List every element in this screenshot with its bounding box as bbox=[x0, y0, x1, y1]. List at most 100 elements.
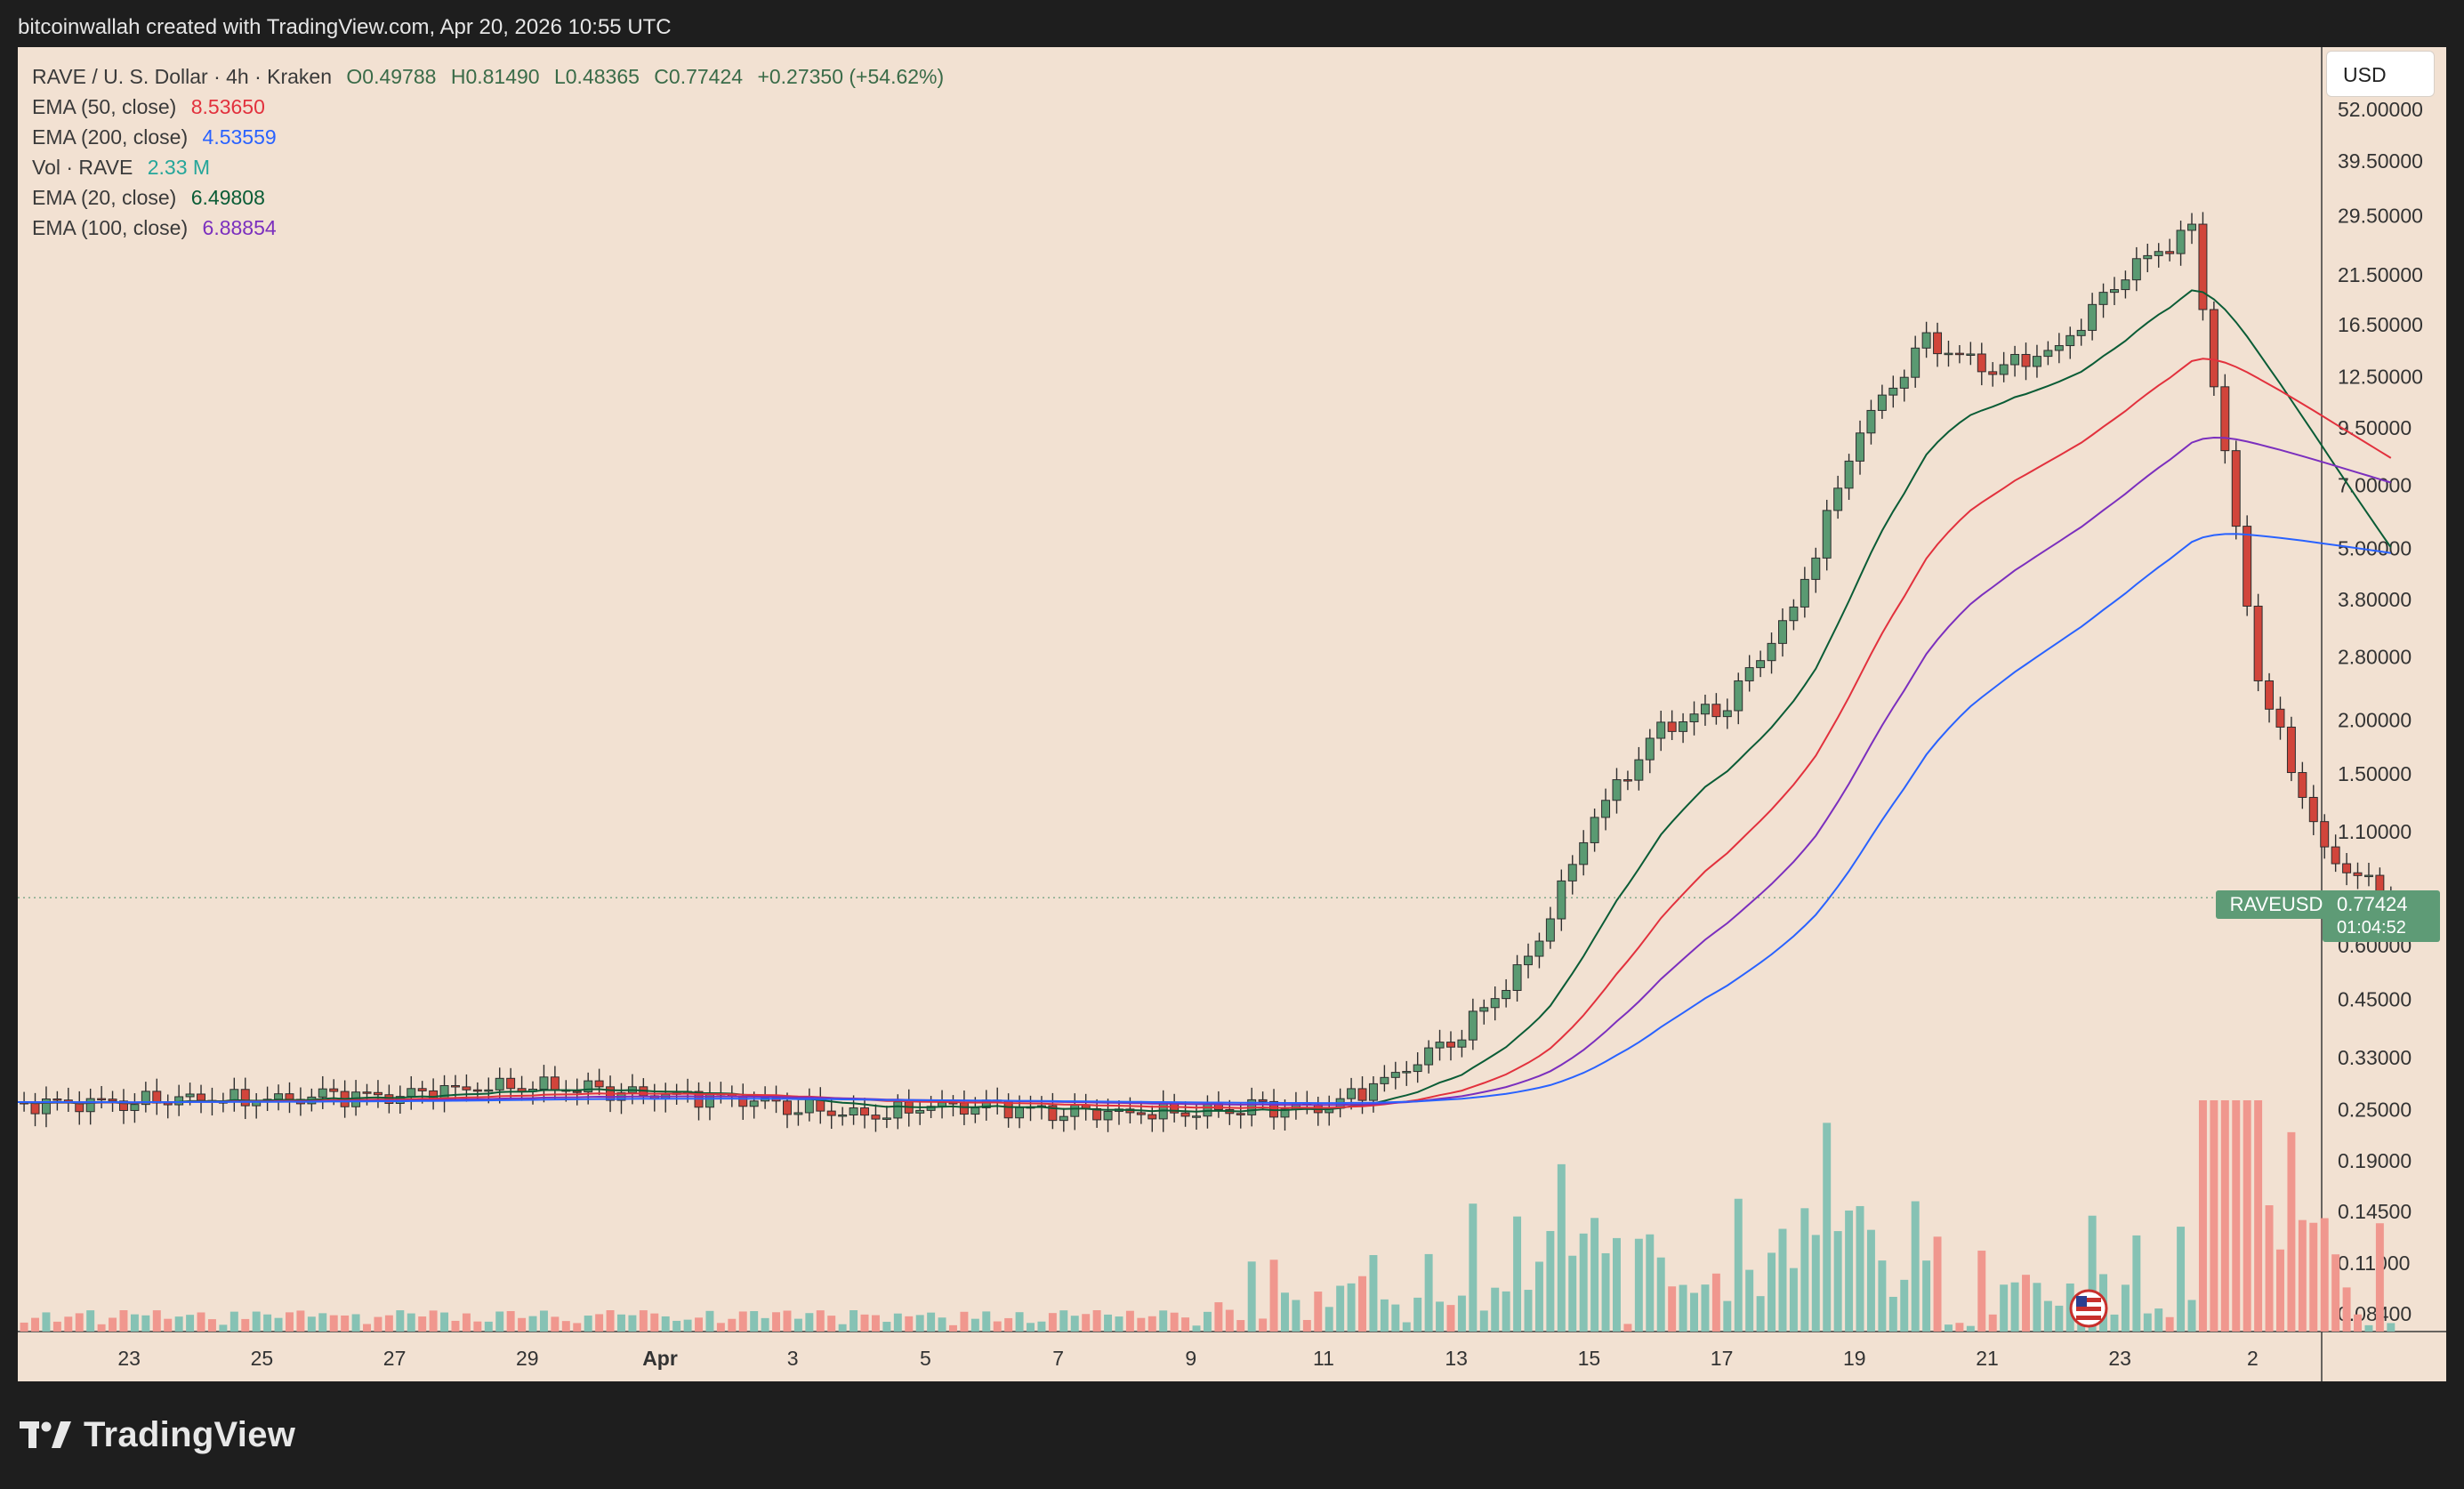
volume-bar bbox=[672, 1320, 681, 1332]
volume-bar bbox=[1347, 1283, 1356, 1332]
candle-body bbox=[506, 1077, 516, 1090]
volume-bar bbox=[650, 1313, 659, 1332]
candle-body bbox=[1833, 487, 1843, 511]
chart-frame[interactable]: 52.00000 39.50000 29.50000 21.50000 16.50000… bbox=[18, 47, 2446, 1381]
candle-body bbox=[462, 1086, 471, 1091]
volume-bar bbox=[573, 1323, 582, 1332]
candle-body bbox=[2054, 345, 2064, 351]
candle-body bbox=[362, 1091, 372, 1094]
volume-bar bbox=[728, 1318, 737, 1332]
volume-bar bbox=[2265, 1205, 2274, 1332]
candle-body bbox=[2043, 350, 2053, 358]
volume-bar bbox=[2298, 1219, 2307, 1332]
candle-body bbox=[871, 1115, 881, 1120]
candle-body bbox=[1590, 817, 1599, 843]
candle-body bbox=[2131, 258, 2141, 281]
volume-bar bbox=[893, 1313, 902, 1332]
volume-bar bbox=[1668, 1286, 1677, 1332]
volume-bar bbox=[793, 1318, 802, 1332]
candle-body bbox=[738, 1095, 748, 1107]
candle-body bbox=[2176, 229, 2186, 254]
volume-bar bbox=[2033, 1283, 2041, 1332]
price-chart[interactable]: 52.0000039.5000029.5000021.5000016.50000… bbox=[18, 47, 2446, 1381]
candle-body bbox=[1966, 353, 1976, 356]
tradingview-footer: TradingView bbox=[20, 1413, 295, 1457]
candle-body bbox=[1545, 918, 1555, 942]
volume-bar bbox=[1380, 1299, 1389, 1332]
candle-body bbox=[882, 1117, 891, 1120]
candle-body bbox=[793, 1112, 803, 1115]
volume-bar bbox=[1159, 1310, 1168, 1332]
volume-bar bbox=[1557, 1163, 1566, 1332]
candle-body bbox=[2143, 254, 2153, 260]
candle-body bbox=[2320, 821, 2330, 848]
volume-bar bbox=[2254, 1100, 2263, 1332]
symbol-label[interactable]: RAVE / U. S. Dollar · 4h · Kraken bbox=[32, 65, 333, 88]
indicator-value: 6.49808 bbox=[190, 186, 265, 209]
volume-bar bbox=[31, 1317, 39, 1332]
x-tick-label: 23 bbox=[2108, 1347, 2131, 1370]
candle-body bbox=[1368, 1083, 1378, 1101]
candle-body bbox=[1457, 1039, 1467, 1048]
volume-bar bbox=[1125, 1310, 1134, 1332]
candle-body bbox=[1612, 779, 1622, 801]
volume-bar bbox=[506, 1310, 515, 1332]
volume-bar bbox=[938, 1317, 946, 1332]
candle-body bbox=[1092, 1107, 1102, 1121]
candle-body bbox=[2342, 863, 2352, 873]
attribution-text: bitcoinwallah created with TradingView.c… bbox=[18, 15, 672, 39]
candle-body bbox=[849, 1107, 858, 1115]
last-price-value: 0.77424 bbox=[2337, 893, 2408, 915]
candle-body bbox=[1479, 1007, 1489, 1012]
indicator-label: EMA (100, close) bbox=[32, 216, 189, 239]
indicator-ema200[interactable]: EMA (200, close) 4.53559 bbox=[32, 122, 953, 152]
volume-bar bbox=[2154, 1308, 2163, 1332]
volume-bar bbox=[2110, 1314, 2119, 1332]
volume-bar bbox=[440, 1312, 449, 1332]
volume-bar bbox=[2022, 1275, 2030, 1332]
volume-bar bbox=[1546, 1230, 1555, 1332]
volume-bar bbox=[1469, 1203, 1478, 1332]
volume-bar bbox=[1656, 1257, 1665, 1332]
volume-bar bbox=[1446, 1305, 1455, 1332]
volume-bar bbox=[639, 1310, 648, 1332]
candle-body bbox=[1888, 387, 1898, 396]
currency-button[interactable]: USD bbox=[2326, 51, 2435, 97]
volume-bar bbox=[1336, 1285, 1345, 1332]
volume-bar bbox=[1945, 1324, 1953, 1332]
volume-bar bbox=[1115, 1316, 1123, 1332]
volume-bar bbox=[2354, 1314, 2362, 1332]
candle-body bbox=[2231, 450, 2241, 527]
candle-body bbox=[1490, 998, 1500, 1009]
indicator-ema100[interactable]: EMA (100, close) 6.88854 bbox=[32, 213, 953, 243]
candle-body bbox=[1844, 460, 1854, 489]
volume-bar bbox=[429, 1310, 438, 1332]
us-flag-icon bbox=[2069, 1289, 2108, 1328]
candle-body bbox=[1656, 721, 1666, 739]
volume-bar bbox=[1845, 1210, 1854, 1332]
candle-body bbox=[318, 1088, 327, 1098]
candle-body bbox=[1390, 1072, 1400, 1078]
candle-body bbox=[240, 1089, 250, 1107]
indicator-ema50[interactable]: EMA (50, close) 8.53650 bbox=[32, 92, 953, 122]
candle-body bbox=[1502, 989, 1511, 1000]
candle-body bbox=[860, 1107, 869, 1116]
candle-body bbox=[417, 1088, 427, 1091]
volume-bar bbox=[2364, 1324, 2373, 1332]
volume-bar bbox=[2143, 1313, 2152, 1332]
candle-body bbox=[484, 1089, 494, 1092]
candle-body bbox=[1789, 606, 1799, 622]
volume-bar bbox=[186, 1315, 195, 1332]
candle-body bbox=[893, 1101, 903, 1119]
volume-bar bbox=[905, 1316, 914, 1332]
last-price-tag: 0.77424 01:04:52 bbox=[2323, 890, 2440, 942]
candle-body bbox=[1866, 409, 1876, 434]
indicator-ema20[interactable]: EMA (20, close) 6.49808 bbox=[32, 182, 953, 213]
indicator-volume[interactable]: Vol · RAVE 2.33 M bbox=[32, 152, 953, 182]
volume-bar bbox=[2198, 1100, 2207, 1332]
y-tick-label: 2.00000 bbox=[2338, 708, 2412, 731]
volume-bar bbox=[1170, 1312, 1179, 1332]
volume-bar bbox=[1601, 1252, 1610, 1332]
candle-body bbox=[1744, 667, 1754, 681]
volume-bar bbox=[1690, 1292, 1698, 1332]
